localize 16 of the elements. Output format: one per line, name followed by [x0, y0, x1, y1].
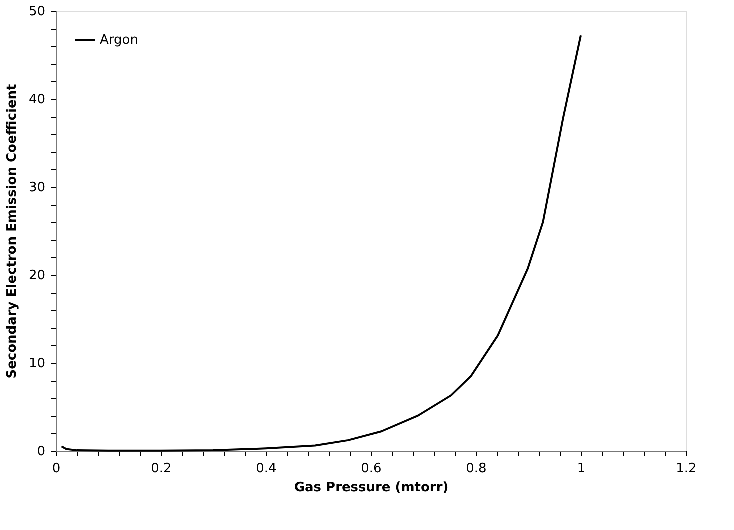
legend-label: Argon [100, 33, 138, 48]
y-tick-label: 40 [28, 92, 46, 108]
x-tick-label: 0.8 [466, 462, 487, 476]
y-tick-label: 50 [28, 4, 46, 20]
x-tick-label: 1 [577, 462, 586, 476]
x-tick-label: 0 [52, 462, 61, 476]
x-tick-label: 0.4 [256, 462, 277, 476]
y-tick-label: 30 [28, 180, 46, 196]
x-tick-label: 0.6 [361, 462, 382, 476]
x-tick-label: 0.2 [151, 462, 172, 476]
y-axis-title: Secondary Electron Emission Coefficient [4, 84, 20, 379]
x-tick-label: 1.2 [676, 462, 697, 476]
y-tick-label: 10 [28, 356, 46, 372]
y-tick-label: 0 [37, 444, 46, 460]
x-axis-title: Gas Pressure (mtorr) [294, 480, 449, 496]
y-tick-label: 20 [28, 268, 46, 284]
